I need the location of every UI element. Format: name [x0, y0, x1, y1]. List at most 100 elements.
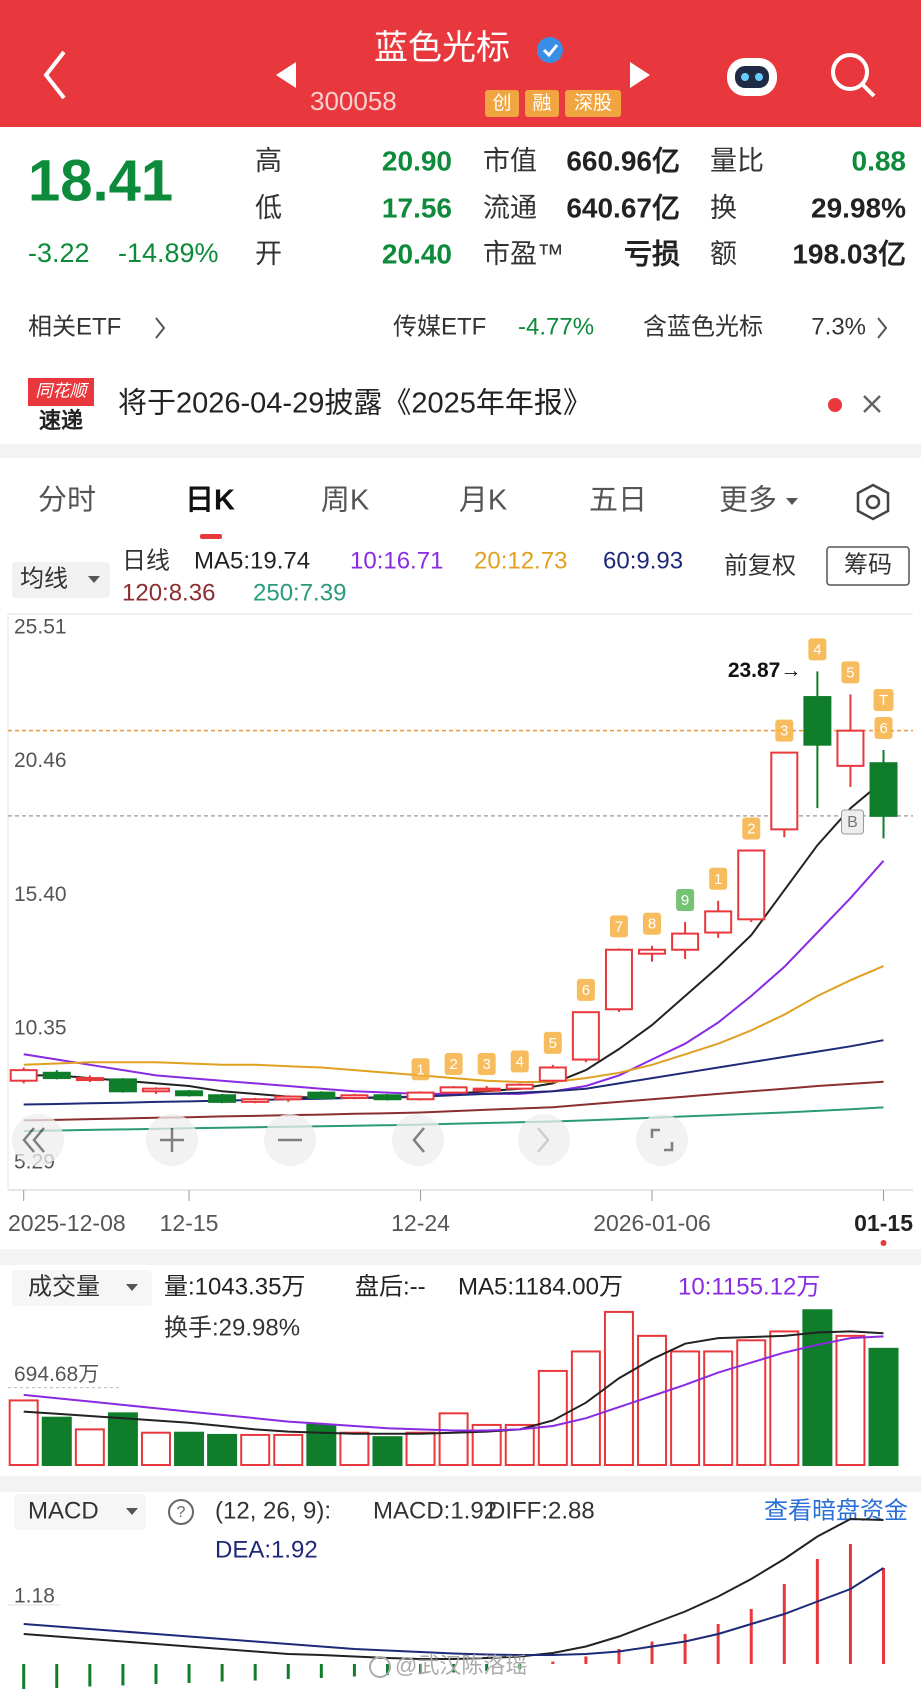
label-bg: [6, 1210, 156, 1240]
volume-bar: [504, 1423, 535, 1466]
stat-label: 额: [710, 239, 737, 269]
ma-legend: 10:16.71: [350, 547, 443, 574]
holding: 含蓝色光标: [643, 313, 763, 340]
volume-bar: [174, 1431, 205, 1467]
signal-label: 4: [813, 641, 821, 658]
volume-bar: [603, 1310, 634, 1466]
tab[interactable]: 月K: [459, 485, 508, 517]
vol-ma-line: [23, 1330, 884, 1435]
signal-badge: [709, 867, 728, 890]
volume-bar: [107, 1412, 138, 1467]
tab[interactable]: 更多: [719, 484, 777, 517]
close-news[interactable]: [863, 395, 881, 413]
signal-label: 7: [615, 918, 623, 935]
control[interactable]: [636, 1114, 688, 1166]
vol-stat: MA5:1184.00万: [458, 1273, 623, 1300]
diff-line: [23, 1517, 884, 1660]
volume-bar: [240, 1433, 271, 1467]
stat-label: 流通: [483, 193, 537, 223]
chips-button[interactable]: [826, 546, 910, 586]
adjust[interactable]: 前复权: [724, 552, 796, 579]
signal-label: 8: [648, 916, 656, 933]
settings-icon: [865, 494, 881, 510]
signal-label: 1: [714, 871, 722, 888]
help-icon[interactable]: [168, 1499, 194, 1525]
macd-selector-bg: [14, 1494, 146, 1530]
ma-legend: 20:12.73: [474, 547, 567, 574]
back-button[interactable]: [43, 50, 66, 100]
signal-badge: [543, 1031, 562, 1054]
stat-label: 低: [255, 193, 282, 223]
vol-ma-line: [23, 1335, 884, 1432]
candle-body: [274, 1095, 303, 1101]
control[interactable]: [392, 1114, 444, 1166]
volume-bar: [802, 1309, 833, 1467]
sector-change: -4.77%: [518, 313, 594, 340]
candle-body: [737, 849, 766, 921]
stat-label: 市值: [483, 146, 537, 176]
y-tick-label: 20.46: [14, 749, 67, 772]
divider: [0, 1476, 921, 1492]
x-tick-label: 12-24: [391, 1210, 450, 1236]
dark-pool-link[interactable]: 查看暗盘资金: [764, 1497, 908, 1524]
news-text[interactable]: 将于2026-04-29披露《2025年年报》: [118, 387, 592, 420]
settings-icon[interactable]: [856, 483, 890, 521]
diff-value: DIFF:2.88: [488, 1497, 595, 1524]
candle-body: [538, 1066, 567, 1082]
stat-label: 市盈™: [483, 239, 564, 269]
vol-selector[interactable]: 成交量: [28, 1273, 100, 1300]
candle-body: [571, 1011, 600, 1061]
volume-bar: [868, 1347, 899, 1466]
vol-stat: 10:1155.12万: [678, 1273, 820, 1300]
signal-badge: [874, 716, 893, 739]
macd-selector[interactable]: MACD: [28, 1497, 99, 1524]
etf-link[interactable]: 相关ETF: [28, 313, 121, 340]
stat-label: 开: [255, 239, 282, 269]
candle-body: [505, 1083, 534, 1090]
tab[interactable]: 周K: [321, 485, 370, 517]
control[interactable]: [12, 1114, 64, 1166]
stat-value: 17.56: [382, 192, 452, 223]
prev-stock[interactable]: [276, 62, 296, 88]
tab[interactable]: 五日: [589, 485, 647, 517]
change-percent: -14.89%: [118, 238, 219, 268]
tab[interactable]: 日K: [185, 485, 235, 517]
change: -3.22: [28, 238, 90, 268]
volume-bar: [74, 1428, 105, 1467]
divider: [0, 444, 921, 458]
volume-bar: [703, 1350, 734, 1466]
icon: [160, 1128, 184, 1152]
candle-body: [671, 932, 700, 951]
tag-badge: [525, 90, 559, 117]
control[interactable]: [518, 1114, 570, 1166]
volume-bar: [736, 1339, 767, 1466]
vol-selector-bg: [12, 1270, 152, 1306]
dropdown: [88, 576, 100, 583]
ma-selector[interactable]: 均线: [20, 565, 68, 592]
watermark: @武汉陈洛瑶: [395, 1653, 527, 1678]
tab[interactable]: 分时: [38, 484, 96, 517]
candle-body: [175, 1090, 204, 1097]
volume-bar: [41, 1416, 72, 1467]
ma-legend: MA5:19.74: [194, 547, 310, 574]
volume-bar: [140, 1431, 171, 1467]
stat-value: 660.96亿: [566, 145, 680, 176]
signal-badge: [841, 661, 860, 684]
unread-dot: [828, 398, 842, 412]
robot-icon[interactable]: [727, 58, 777, 96]
search-icon[interactable]: [831, 53, 876, 98]
sector-etf[interactable]: 传媒ETF: [393, 313, 486, 340]
bottom-marker-bg: [841, 809, 865, 835]
candle-body: [704, 910, 733, 934]
candle-body: [42, 1071, 71, 1080]
x-tick-label: 01-15: [854, 1210, 913, 1236]
candle-body: [604, 948, 633, 1011]
candle-body: [373, 1094, 402, 1101]
icon: [412, 1127, 425, 1153]
next-stock[interactable]: [630, 62, 650, 88]
signal-badge: [676, 888, 695, 911]
signal-label: 5: [846, 664, 854, 681]
stat-label: 量比: [710, 146, 764, 176]
candle-body: [439, 1086, 468, 1094]
signal-badge: [477, 1053, 496, 1076]
